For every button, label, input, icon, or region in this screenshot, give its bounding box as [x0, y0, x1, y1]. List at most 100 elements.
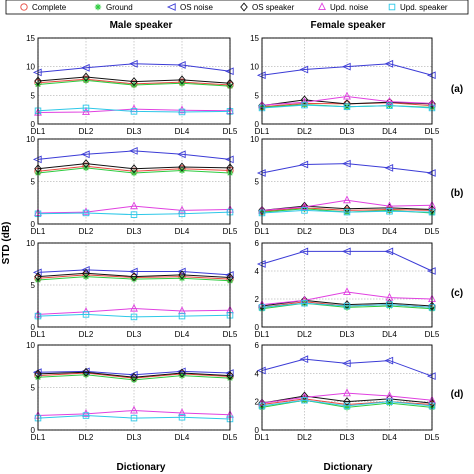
plot-border: [37, 37, 231, 125]
legend-marker-os-speaker: [240, 2, 248, 12]
data-point-ground: [130, 275, 138, 283]
y-tick-label: 2: [255, 295, 260, 304]
data-point-upd-noise: [178, 105, 186, 114]
data-point-os-speaker: [82, 367, 90, 377]
data-point-upd-speaker: [178, 108, 186, 116]
data-point-ground: [343, 304, 351, 311]
series-line-os-speaker: [37, 371, 231, 378]
data-point-upd-speaker: [82, 412, 90, 419]
data-point-os-noise: [299, 160, 309, 169]
data-point-upd-noise: [82, 107, 90, 116]
x-tick-label: DL1: [31, 330, 46, 339]
data-point-os-noise: [128, 370, 138, 379]
y-tick-label: 5: [31, 91, 36, 100]
data-point-os-noise: [299, 247, 309, 256]
y-tick-label: 6: [255, 239, 260, 248]
series-line-upd-noise: [261, 392, 433, 404]
data-point-os-speaker: [130, 77, 138, 87]
data-point-os-speaker: [178, 75, 186, 85]
x-tick-label: DL4: [382, 433, 397, 442]
data-point-os-noise: [176, 61, 186, 69]
data-point-os-noise: [176, 267, 186, 276]
series-line-upd-noise: [37, 409, 231, 417]
series-line-upd-noise: [261, 291, 433, 306]
x-tick-label: DL2: [79, 227, 94, 236]
x-tick-label: DL1: [31, 227, 46, 236]
data-point-upd-speaker: [343, 302, 351, 310]
x-tick-label: DL4: [382, 330, 397, 339]
data-point-os-speaker: [343, 99, 351, 109]
plot-border: [37, 242, 231, 328]
legend-marker-os-noise: [166, 3, 176, 11]
data-point-upd-speaker: [386, 398, 393, 405]
data-point-upd-speaker: [178, 210, 186, 218]
data-point-upd-noise: [82, 409, 90, 417]
legend-item-os-noise: OS noise: [166, 3, 213, 12]
data-point-upd-speaker: [130, 211, 138, 218]
row-tag-a: (a): [451, 84, 463, 95]
data-point-upd-speaker: [343, 103, 351, 111]
legend-label-ground: Ground: [106, 3, 133, 12]
y-tick-label: 10: [26, 341, 35, 350]
series-line-os-speaker: [37, 272, 231, 278]
series-line-upd-noise: [37, 308, 231, 315]
data-point-ground: [178, 372, 186, 379]
series-line-os-speaker: [261, 395, 433, 404]
data-point-os-noise: [341, 247, 351, 256]
legend-marker-ground: [94, 3, 102, 11]
y-tick-label: 4: [255, 369, 260, 378]
data-point-os-noise: [384, 164, 394, 172]
legend-label-os-speaker: OS speaker: [252, 3, 295, 12]
series-line-os-noise: [261, 63, 433, 76]
data-point-os-speaker: [130, 272, 138, 282]
legend-frame: [5, 0, 469, 15]
data-point-os-speaker: [82, 268, 90, 278]
series-upd-speaker: [258, 101, 436, 112]
data-point-os-noise: [299, 355, 309, 364]
x-axis-label-female: Dictionary: [324, 462, 373, 473]
y-tick-label: 5: [255, 178, 260, 187]
panel-d-female: DL1 DL2 DL3 DL4 DL5 0 2 4 6: [255, 341, 440, 442]
x-tick-label: DL2: [297, 330, 312, 339]
series-line-os-noise: [261, 250, 433, 272]
series-line-os-noise: [37, 269, 231, 276]
x-tick-label: DL2: [297, 433, 312, 442]
data-point-upd-noise: [82, 207, 90, 216]
x-tick-label: DL3: [340, 330, 355, 339]
column-title-female: Female speaker: [310, 20, 385, 31]
x-tick-label: DL1: [255, 227, 270, 236]
x-tick-label: DL3: [127, 127, 142, 136]
data-point-ground: [386, 302, 393, 310]
series-line-upd-noise: [37, 108, 231, 114]
data-point-os-speaker: [385, 394, 394, 404]
series-line-os-speaker: [37, 163, 231, 170]
legend-marker-upd-noise: [318, 2, 326, 11]
legend-item-complete: Complete: [20, 3, 67, 12]
y-tick-label: 15: [26, 34, 35, 43]
y-tick-label: 10: [26, 135, 35, 144]
plot-border: [37, 344, 231, 431]
x-tick-label: DL4: [175, 433, 190, 442]
x-tick-label: DL3: [340, 433, 355, 442]
data-point-upd-noise: [385, 292, 394, 301]
y-tick-label: 10: [250, 63, 259, 72]
data-point-upd-speaker: [82, 209, 90, 217]
x-tick-label: DL5: [425, 127, 440, 136]
x-tick-label: DL4: [382, 127, 397, 136]
series-line-os-speaker: [37, 76, 231, 84]
x-tick-label: DL4: [175, 227, 190, 236]
series-line-os-noise: [261, 358, 433, 377]
data-point-os-speaker: [130, 164, 138, 174]
series-line-upd-speaker: [37, 211, 231, 216]
data-point-upd-speaker: [386, 301, 393, 308]
data-point-os-noise: [80, 63, 90, 72]
x-tick-label: DL3: [127, 433, 142, 442]
data-point-upd-speaker: [82, 311, 90, 318]
legend: Complete Ground OS noise OS speaker Upd. noi…: [5, 0, 469, 15]
y-tick-label: 0: [31, 120, 36, 129]
panel-d-male: DL1 DL2 DL3 DL4 DL5 0 5 10: [26, 341, 238, 442]
series-upd-noise: [258, 287, 436, 308]
x-tick-label: DL5: [223, 127, 238, 136]
y-tick-label: 0: [255, 426, 260, 435]
